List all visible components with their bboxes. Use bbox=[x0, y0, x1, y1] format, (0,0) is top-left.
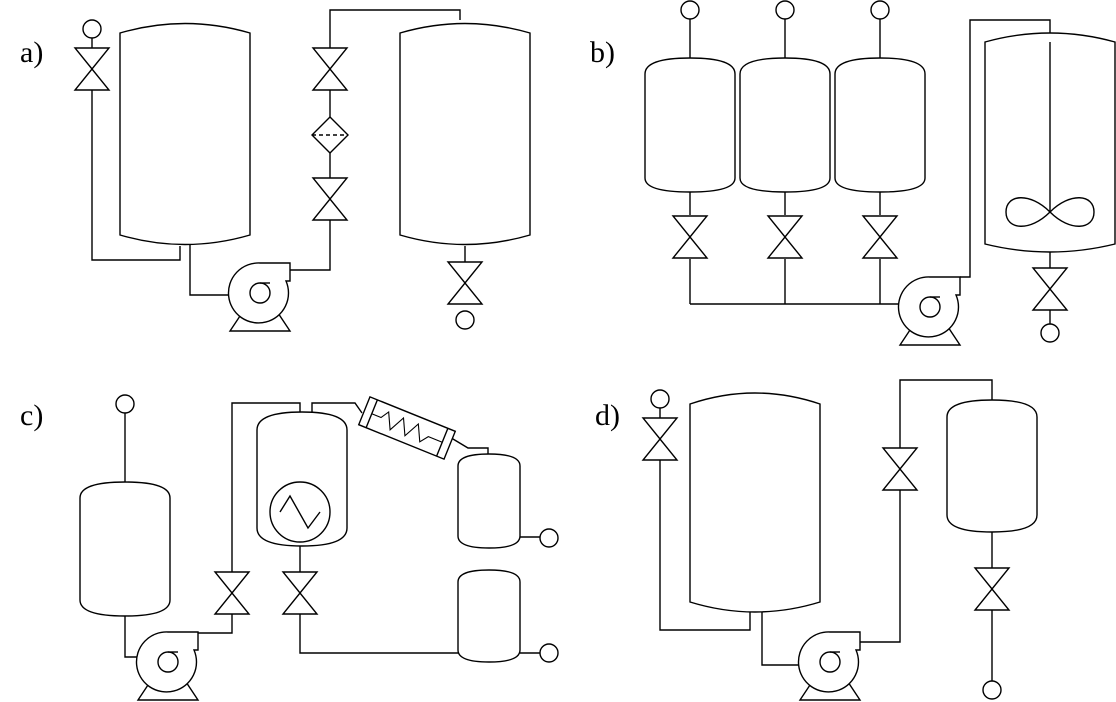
valve bbox=[974, 567, 1010, 611]
panel-d-label: d) bbox=[595, 399, 620, 432]
panel-c: c) bbox=[20, 394, 559, 701]
pump bbox=[797, 631, 861, 701]
filter bbox=[311, 116, 349, 154]
pipe bbox=[899, 379, 993, 448]
connection-point bbox=[539, 528, 559, 548]
pump bbox=[135, 631, 199, 701]
pipe bbox=[311, 402, 363, 414]
valve bbox=[767, 215, 803, 259]
valve bbox=[1032, 267, 1068, 311]
feed-tank bbox=[834, 57, 926, 193]
panel-a: a) bbox=[20, 9, 531, 332]
valve bbox=[672, 215, 708, 259]
connection-point bbox=[870, 0, 890, 20]
pipe bbox=[189, 244, 232, 296]
heating-coil bbox=[269, 481, 331, 543]
valve bbox=[862, 215, 898, 259]
panel-b-label: b) bbox=[590, 36, 615, 69]
panel-d: d) bbox=[595, 379, 1038, 701]
pipe bbox=[659, 460, 751, 631]
valve bbox=[447, 261, 483, 305]
connection-point bbox=[775, 0, 795, 20]
pipe bbox=[329, 9, 461, 50]
agitator bbox=[1005, 42, 1095, 227]
valve bbox=[882, 447, 918, 491]
connection-point bbox=[455, 310, 475, 330]
pipe bbox=[91, 90, 181, 261]
receiver-tank bbox=[457, 569, 521, 663]
pipe bbox=[761, 612, 802, 666]
pipe bbox=[858, 490, 901, 643]
valve bbox=[282, 571, 318, 615]
connection-point bbox=[539, 643, 559, 663]
valve bbox=[312, 177, 348, 221]
receiver-tank bbox=[946, 399, 1038, 533]
pipe bbox=[299, 614, 460, 654]
feed-tank bbox=[79, 481, 171, 617]
pump bbox=[227, 262, 291, 332]
connection-point bbox=[982, 680, 1002, 700]
connection-point bbox=[650, 389, 670, 409]
pump bbox=[897, 276, 961, 346]
pipe bbox=[960, 19, 1051, 278]
panel-c-label: c) bbox=[20, 399, 43, 432]
panel-b: b) bbox=[590, 0, 1116, 346]
feed-tank bbox=[644, 57, 736, 193]
pipe bbox=[197, 614, 233, 634]
panel-a-label: a) bbox=[20, 36, 43, 69]
storage-tank bbox=[119, 22, 251, 246]
receiver-tank bbox=[457, 453, 521, 549]
valve bbox=[214, 571, 250, 615]
condenser bbox=[357, 395, 457, 461]
valve bbox=[74, 47, 110, 91]
pipe bbox=[231, 402, 301, 572]
pipe bbox=[289, 220, 331, 271]
connection-point bbox=[82, 19, 102, 39]
connection-point bbox=[1040, 323, 1060, 343]
valve bbox=[642, 417, 678, 461]
feed-tank bbox=[739, 57, 831, 193]
pipe bbox=[124, 616, 140, 658]
pipe bbox=[447, 435, 489, 455]
connection-point bbox=[680, 0, 700, 20]
heated-reactor bbox=[256, 411, 348, 547]
valve bbox=[312, 47, 348, 91]
storage-tank bbox=[399, 22, 531, 246]
storage-tank bbox=[689, 392, 821, 613]
connection-point bbox=[115, 394, 135, 414]
